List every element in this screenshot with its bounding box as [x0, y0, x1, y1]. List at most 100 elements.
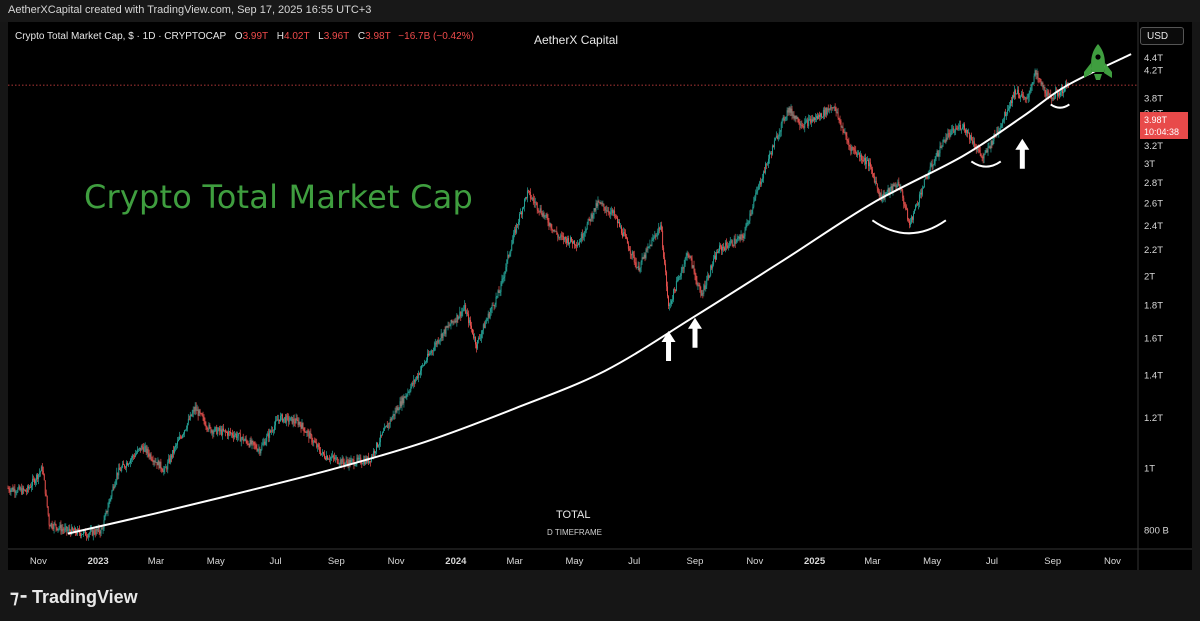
candle-body	[777, 136, 779, 139]
candle-body	[146, 448, 148, 454]
x-tick-label: Nov	[30, 556, 47, 567]
candle-body	[920, 192, 922, 195]
candle-body	[279, 415, 281, 421]
candle-body	[27, 486, 29, 493]
candle-body	[618, 222, 620, 224]
tradingview-logo[interactable]: ⁊⁃ TradingView	[10, 587, 138, 608]
candle-body	[831, 107, 833, 108]
candle-body	[405, 395, 407, 398]
candle-body	[1011, 100, 1012, 104]
candle-body	[326, 455, 327, 460]
candle-body	[374, 450, 375, 454]
candle-body	[999, 129, 1001, 131]
candle-body	[570, 237, 571, 243]
currency-button[interactable]: USD	[1140, 27, 1184, 45]
chart-panel[interactable]	[8, 22, 1192, 570]
candle-body	[200, 413, 202, 414]
candle-body	[162, 470, 164, 472]
candle-body	[832, 107, 834, 109]
candle-body	[1014, 90, 1015, 98]
candle-body	[898, 181, 900, 186]
candle-body	[230, 431, 231, 434]
candle-body	[724, 242, 726, 251]
candle-body	[741, 234, 743, 236]
candle-body	[962, 127, 963, 129]
candle-body	[242, 436, 244, 442]
candle-body	[42, 470, 44, 475]
candle-body	[907, 209, 909, 220]
candle-body	[71, 527, 73, 535]
candle-body	[897, 181, 899, 187]
candle-body	[648, 246, 650, 248]
candle-body	[94, 533, 96, 535]
candle-body	[972, 141, 974, 144]
candle-body	[108, 501, 110, 508]
candle-body	[199, 410, 201, 414]
candle-body	[1001, 123, 1003, 127]
candle-body	[763, 171, 765, 179]
candle-body	[530, 198, 532, 199]
candle-body	[951, 129, 953, 131]
last-price-value: 3.98T	[1144, 115, 1168, 125]
candle-body	[554, 230, 556, 232]
candle-body	[196, 409, 198, 411]
candle-body	[332, 455, 334, 458]
candle-body	[130, 459, 131, 464]
candle-body	[638, 265, 640, 271]
candle-body	[519, 214, 521, 223]
candle-body	[902, 191, 904, 198]
candle-body	[207, 429, 209, 430]
candle-body	[549, 223, 551, 226]
candle-body	[623, 232, 625, 234]
candle-body	[780, 123, 782, 132]
candle-body	[555, 231, 557, 232]
candle-body	[667, 286, 669, 297]
candle-body	[608, 210, 610, 213]
candle-body	[129, 463, 130, 464]
candle-body	[376, 442, 377, 452]
candle-body	[979, 150, 981, 154]
candle-body	[256, 448, 258, 451]
candle-body	[527, 190, 529, 192]
candle-body	[427, 353, 429, 356]
candle-body	[675, 280, 677, 291]
candle-body	[522, 208, 523, 215]
candle-body	[359, 457, 361, 459]
candle-body	[337, 463, 339, 464]
candle-body	[226, 431, 227, 433]
candle-body	[165, 467, 167, 469]
candle-body	[845, 132, 847, 137]
candle-body	[715, 255, 717, 260]
candle-body	[926, 177, 928, 179]
candle-body	[262, 443, 264, 445]
candle-body	[547, 217, 549, 223]
candle-body	[852, 147, 854, 149]
candle-body	[88, 532, 90, 535]
candle-body	[89, 529, 91, 533]
base-arc	[871, 219, 947, 235]
candle-body	[1064, 86, 1065, 92]
candle-body	[20, 488, 22, 490]
candle-body	[637, 265, 639, 268]
candle-body	[665, 263, 667, 272]
candle-body	[583, 232, 585, 237]
candle-body	[981, 156, 983, 158]
candle-body	[148, 453, 150, 457]
candle-body	[636, 267, 638, 269]
candle-body	[857, 153, 859, 156]
candle-body	[973, 141, 975, 147]
candle-body	[949, 133, 951, 137]
candle-body	[503, 276, 505, 279]
y-tick-label: 4.4T	[1144, 53, 1163, 64]
candle-body	[700, 289, 702, 296]
candle-body	[118, 467, 120, 476]
candle-body	[1057, 91, 1059, 96]
candle-body	[728, 245, 730, 247]
candle-body	[891, 186, 893, 192]
candle-body	[228, 431, 229, 436]
candle-body	[768, 158, 769, 164]
candle-body	[511, 244, 513, 251]
candle-body	[435, 342, 437, 345]
candle-body	[572, 241, 573, 244]
candle-body	[334, 457, 336, 460]
